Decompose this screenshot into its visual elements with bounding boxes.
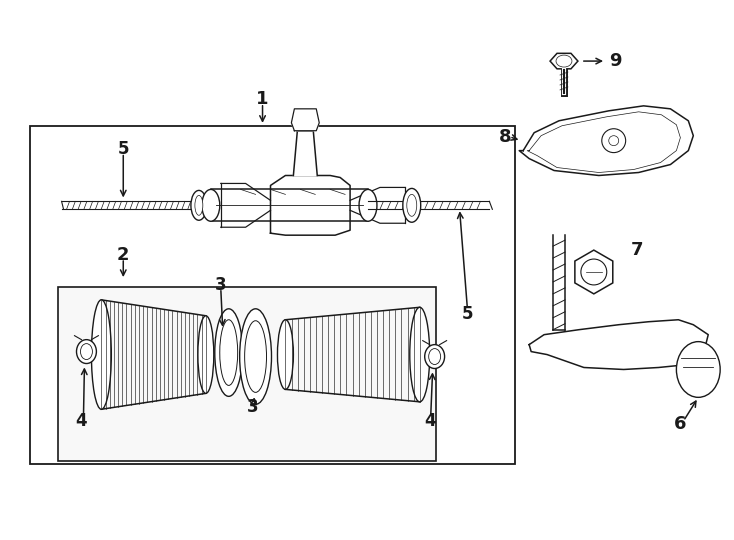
Ellipse shape bbox=[198, 316, 214, 393]
Text: 3: 3 bbox=[215, 276, 227, 294]
Text: 5: 5 bbox=[117, 140, 129, 158]
Ellipse shape bbox=[581, 259, 607, 285]
Text: 5: 5 bbox=[462, 305, 473, 323]
Ellipse shape bbox=[410, 307, 429, 402]
Polygon shape bbox=[550, 53, 578, 69]
Polygon shape bbox=[529, 320, 708, 369]
Text: 7: 7 bbox=[631, 241, 643, 259]
Polygon shape bbox=[271, 176, 350, 235]
Ellipse shape bbox=[602, 129, 625, 153]
Text: 2: 2 bbox=[117, 246, 129, 264]
Ellipse shape bbox=[219, 320, 238, 386]
Ellipse shape bbox=[425, 345, 445, 368]
Ellipse shape bbox=[191, 191, 207, 220]
Ellipse shape bbox=[81, 343, 92, 360]
Text: 8: 8 bbox=[499, 127, 512, 146]
Ellipse shape bbox=[677, 342, 720, 397]
Bar bbox=[30, 126, 515, 464]
Ellipse shape bbox=[556, 55, 572, 67]
Text: 9: 9 bbox=[584, 52, 621, 70]
Ellipse shape bbox=[277, 320, 294, 389]
Text: 4: 4 bbox=[424, 412, 435, 430]
Polygon shape bbox=[294, 131, 317, 176]
Ellipse shape bbox=[195, 195, 203, 215]
Ellipse shape bbox=[76, 340, 96, 363]
Ellipse shape bbox=[215, 309, 243, 396]
Ellipse shape bbox=[202, 190, 219, 221]
Text: 4: 4 bbox=[76, 412, 87, 430]
Text: 3: 3 bbox=[247, 399, 258, 416]
Polygon shape bbox=[519, 106, 694, 176]
Ellipse shape bbox=[407, 194, 417, 217]
Ellipse shape bbox=[608, 136, 619, 146]
Text: 1: 1 bbox=[256, 90, 269, 108]
Ellipse shape bbox=[244, 321, 266, 393]
Polygon shape bbox=[575, 250, 613, 294]
Ellipse shape bbox=[92, 300, 112, 409]
Ellipse shape bbox=[359, 190, 377, 221]
Text: 6: 6 bbox=[674, 415, 686, 433]
Bar bbox=[57, 287, 436, 461]
Ellipse shape bbox=[240, 309, 272, 404]
Ellipse shape bbox=[429, 349, 440, 365]
Polygon shape bbox=[211, 190, 368, 221]
Polygon shape bbox=[291, 109, 319, 131]
Ellipse shape bbox=[403, 188, 421, 222]
